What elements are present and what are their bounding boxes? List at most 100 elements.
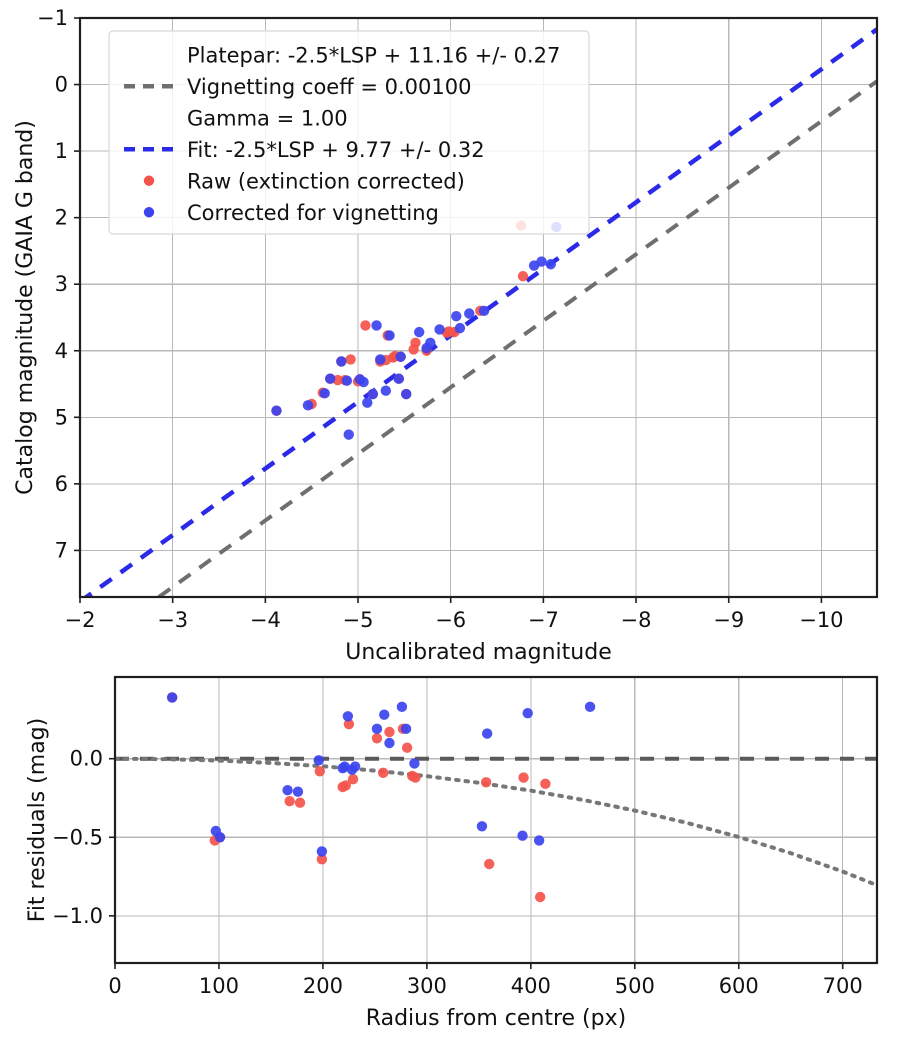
data-point [375, 354, 386, 365]
reference-line [82, 27, 877, 597]
data-point [347, 773, 359, 785]
legend-entry-label: Vignetting coeff = 0.00100 [187, 75, 471, 99]
data-point [400, 723, 412, 735]
legend: Platepar: -2.5*LSP + 11.16 +/- 0.27 Vigne… [108, 30, 590, 235]
data-point [341, 375, 353, 386]
data-point [396, 701, 408, 713]
series-raw [271, 220, 529, 416]
data-point [533, 835, 545, 846]
data-point [284, 795, 295, 807]
x-tick-label: −2 [65, 608, 96, 632]
data-point [294, 797, 306, 808]
data-point [408, 344, 419, 355]
legend-box [108, 30, 590, 235]
y-tick-label: 4 [55, 339, 68, 363]
data-point [454, 322, 466, 334]
data-point [517, 830, 528, 841]
data-point [443, 326, 455, 337]
x-tick-label: 600 [719, 974, 759, 998]
data-point [476, 821, 488, 832]
x-tick-label: 200 [303, 974, 343, 998]
data-point [349, 761, 361, 772]
data-point [271, 405, 282, 416]
data-point [413, 326, 425, 338]
y-tick-label: 7 [55, 538, 68, 562]
data-point [584, 701, 596, 713]
data-point [393, 373, 404, 384]
data-point [481, 728, 493, 739]
data-point [409, 758, 420, 769]
y-tick-label: −0.5 [52, 825, 103, 849]
data-point [401, 742, 413, 753]
data-point [480, 777, 492, 788]
data-point [336, 356, 347, 367]
x-tick-label: −5 [343, 608, 374, 632]
panel-fit-residuals: 0 100 200 300 400 500 600 700 0.0 −0.5 −1.0 Radius … [25, 675, 879, 1031]
y-tick-label: −1 [37, 6, 68, 30]
y-tick-label: −1.0 [52, 904, 103, 928]
y-tick-label: 1 [55, 139, 68, 163]
y-axis-label: Catalog magnitude (GAIA G band) [13, 120, 38, 495]
data-point [545, 259, 556, 270]
data-point [292, 786, 304, 797]
data-point [522, 707, 533, 719]
data-point [302, 400, 314, 411]
x-tick-label: 400 [511, 974, 551, 998]
x-tick-label: 700 [823, 974, 863, 998]
data-point [371, 320, 382, 331]
data-layer-magnitude-calibration [82, 27, 877, 597]
data-point [451, 310, 462, 322]
data-point [384, 737, 395, 749]
data-layer-fit-residuals [115, 692, 877, 903]
data-point [316, 846, 328, 857]
x-tick-label: −4 [250, 608, 281, 632]
x-tick-label: 500 [615, 974, 655, 998]
x-tick-label: −7 [528, 608, 559, 632]
data-point [358, 376, 369, 388]
data-point [282, 784, 293, 796]
data-point [384, 330, 395, 341]
x-tick-label: −9 [713, 608, 744, 632]
axes-frame [78, 16, 879, 599]
series-corrected [271, 221, 562, 440]
data-point [384, 726, 395, 738]
legend-entry-label: Raw (extinction corrected) [187, 169, 465, 193]
data-point [316, 854, 328, 865]
legend-dot-swatch [143, 175, 155, 186]
data-point [342, 711, 354, 722]
legend-entry-label: Gamma = 1.00 [187, 106, 348, 130]
data-point [401, 388, 412, 400]
data-point [343, 429, 354, 440]
y-tick-label: 3 [55, 272, 68, 296]
data-point [313, 755, 324, 766]
x-tick-label: −10 [799, 608, 843, 632]
data-point [166, 692, 178, 703]
data-point [484, 858, 495, 870]
data-point [345, 354, 356, 365]
reference-line [157, 79, 877, 597]
x-tick-label: 300 [407, 974, 447, 998]
x-tick-label: −3 [157, 608, 188, 632]
x-tick-label: −8 [621, 608, 652, 632]
axes-frame [113, 675, 879, 965]
data-point [380, 385, 392, 396]
data-point [407, 770, 418, 782]
data-point [360, 320, 371, 331]
data-point [214, 832, 226, 843]
x-tick-label: 100 [199, 974, 239, 998]
x-tick-label: 0 [108, 974, 121, 998]
data-point [337, 762, 348, 774]
series-corrected [166, 692, 596, 857]
y-tick-label: 5 [55, 405, 68, 429]
y-axis-label: Fit residuals (mag) [25, 718, 50, 922]
data-point [343, 718, 355, 730]
data-point [540, 778, 551, 790]
data-point [517, 271, 529, 282]
x-tick-label: −6 [435, 608, 466, 632]
data-point [379, 709, 390, 720]
legend-dot-swatch [143, 207, 155, 218]
data-point [319, 388, 330, 399]
data-point [534, 891, 546, 903]
